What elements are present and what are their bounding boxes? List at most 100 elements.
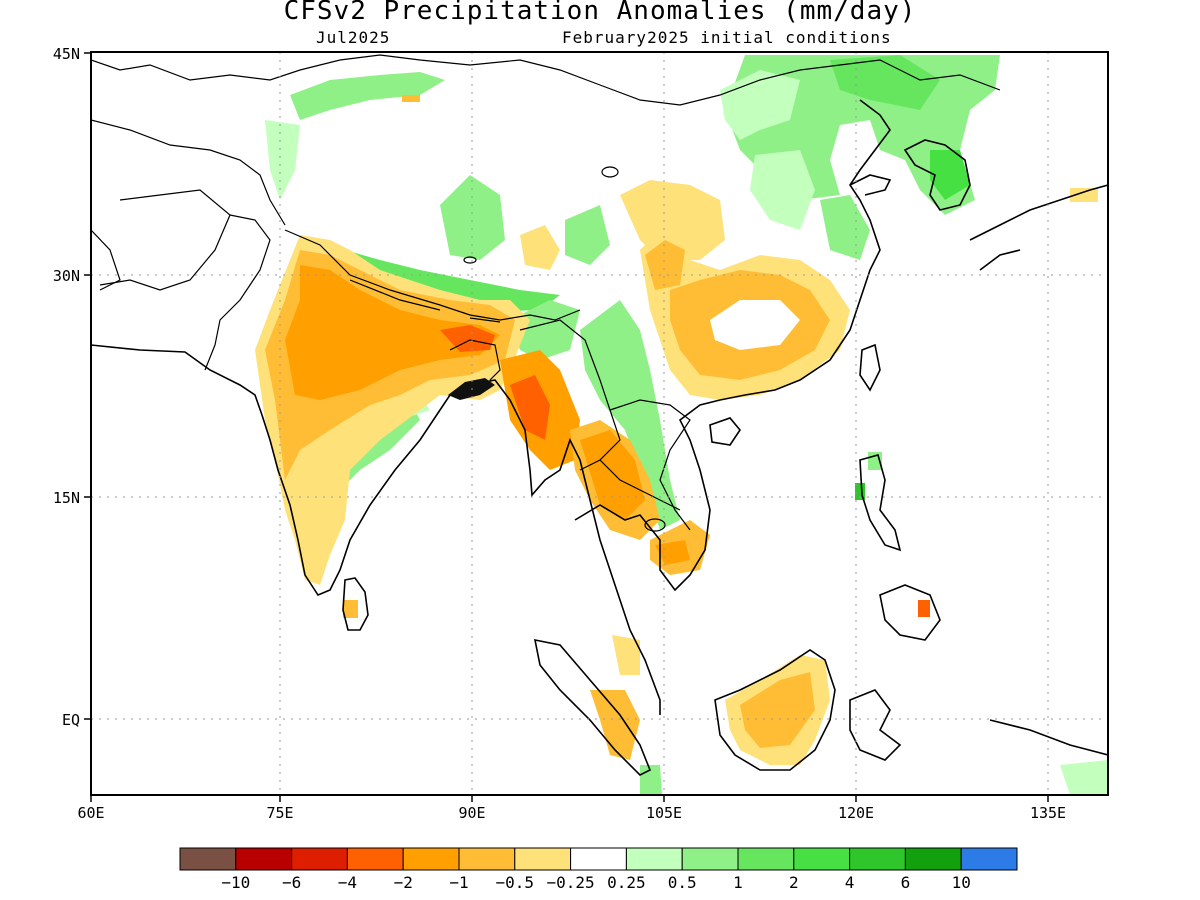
coast-luzon bbox=[859, 454, 902, 552]
dry-mindanao bbox=[918, 600, 930, 617]
border-thailand-cambodia bbox=[599, 459, 681, 511]
border-bangladesh bbox=[449, 339, 501, 381]
coastlines bbox=[91, 99, 1108, 776]
initial-conditions: February2025 initial conditions bbox=[562, 28, 892, 47]
colorbar-swatch bbox=[291, 847, 348, 871]
dry-sichuan-core bbox=[645, 240, 685, 290]
dry-tibet-east bbox=[520, 225, 560, 270]
coast-sri-lanka bbox=[342, 577, 369, 631]
colorbar-label: −4 bbox=[338, 873, 357, 892]
border-afghanistan bbox=[99, 189, 231, 291]
dry-xinjiang-small bbox=[402, 95, 420, 102]
dry-japan bbox=[1070, 188, 1098, 202]
dry-sichuan bbox=[620, 180, 725, 260]
wet-xinjiang bbox=[290, 72, 445, 120]
dry-bengal bbox=[440, 325, 495, 352]
lon-label: 90E bbox=[458, 804, 485, 822]
colorbar-label: 10 bbox=[952, 873, 971, 892]
dry-myanmar-core bbox=[510, 375, 550, 440]
longitude-labels: 60E 75E 90E 105E 120E 135E bbox=[77, 804, 1066, 822]
wet-manchuria bbox=[830, 55, 940, 110]
wet-east-china-coast bbox=[820, 195, 870, 260]
axis-ticks bbox=[84, 52, 1049, 802]
lat-label: 45N bbox=[53, 45, 80, 63]
wet-hubei bbox=[750, 150, 815, 230]
map-frame bbox=[90, 51, 1109, 796]
colorbar-swatch bbox=[346, 847, 404, 871]
wet-tibet-center bbox=[565, 205, 610, 265]
border-central-asia bbox=[91, 119, 286, 226]
neutral-south-china-pocket bbox=[710, 300, 800, 350]
colorbar-swatch bbox=[904, 847, 962, 871]
colorbar-label: −0.25 bbox=[547, 873, 595, 892]
coast-sumatra bbox=[533, 638, 652, 776]
wet-new-guinea bbox=[1060, 760, 1108, 795]
lon-label: 135E bbox=[1030, 804, 1066, 822]
colorbar-swatch bbox=[402, 847, 460, 871]
coast-sulawesi bbox=[849, 689, 902, 761]
coast-hainan bbox=[709, 417, 741, 446]
lat-label: 15N bbox=[53, 489, 80, 507]
coast-shandong bbox=[849, 174, 892, 196]
map-title: CFSv2 Precipitation Anomalies (mm/day) bbox=[283, 0, 917, 26]
colorbar-label: −2 bbox=[394, 873, 413, 892]
colorbar-label: −1 bbox=[449, 873, 468, 892]
coast-japan bbox=[969, 184, 1108, 271]
lon-label: 60E bbox=[77, 804, 104, 822]
border-pakistan-india bbox=[204, 214, 271, 371]
coast-korea bbox=[903, 139, 971, 211]
dry-sumatra bbox=[590, 690, 640, 760]
colorbar-swatch bbox=[458, 847, 516, 871]
dry-borneo bbox=[740, 672, 815, 748]
colorbar: −10 −6 −4 −2 −1 −0.5 −0.25 0.25 0.5 1 2 4 6 10 bbox=[179, 847, 1018, 892]
colorbar-label: 1 bbox=[733, 873, 743, 892]
colorbar-label: −0.5 bbox=[496, 873, 535, 892]
lon-label: 120E bbox=[838, 804, 874, 822]
colorbar-swatch bbox=[681, 847, 739, 871]
colorbar-label: 2 bbox=[789, 873, 799, 892]
colorbar-swatch bbox=[625, 847, 683, 871]
border-laos-vietnam bbox=[609, 399, 691, 531]
lat-label: EQ bbox=[62, 711, 80, 729]
gridlines bbox=[91, 52, 1108, 795]
colorbar-label: −10 bbox=[221, 873, 250, 892]
coast-taiwan bbox=[859, 343, 881, 392]
colorbar-label: 0.25 bbox=[607, 873, 646, 892]
dry-malaya bbox=[612, 635, 640, 675]
coast-mindanao bbox=[879, 584, 941, 641]
colorbar-swatch bbox=[793, 847, 851, 871]
wet-sumatra-south bbox=[640, 765, 662, 795]
border-himalaya bbox=[284, 229, 581, 321]
border-nepal-bhutan bbox=[349, 279, 501, 323]
colorbar-swatch bbox=[514, 847, 572, 871]
colorbar-swatch bbox=[570, 847, 627, 871]
country-borders bbox=[91, 54, 1001, 531]
colorbar-label: −6 bbox=[282, 873, 301, 892]
colorbar-swatch bbox=[235, 847, 293, 871]
lat-label: 30N bbox=[53, 267, 80, 285]
wet-indochina bbox=[580, 300, 680, 530]
colorbar-label: 4 bbox=[845, 873, 855, 892]
dry-north-india bbox=[285, 265, 500, 400]
dry-cambodia bbox=[655, 540, 690, 565]
colorbar-swatch bbox=[849, 847, 906, 871]
dry-sri-lanka bbox=[343, 600, 358, 618]
latitude-labels: 45N 30N 15N EQ bbox=[53, 45, 80, 729]
coast-south-asia bbox=[91, 344, 661, 715]
wet-central-asia bbox=[265, 120, 300, 200]
border-iran bbox=[91, 229, 121, 291]
lon-label: 75E bbox=[266, 804, 293, 822]
lon-label: 105E bbox=[646, 804, 682, 822]
wet-korea-core bbox=[930, 150, 970, 200]
border-myanmar bbox=[519, 319, 621, 471]
lakes bbox=[463, 166, 666, 532]
coast-new-guinea bbox=[989, 719, 1108, 756]
border-china-north bbox=[91, 54, 1001, 106]
coast-borneo bbox=[714, 649, 836, 771]
anomaly-fields bbox=[255, 55, 1108, 795]
colorbar-label: 0.5 bbox=[668, 873, 697, 892]
target-month: Jul2025 bbox=[316, 28, 391, 47]
colorbar-label: 6 bbox=[901, 873, 911, 892]
colorbar-swatch bbox=[179, 847, 237, 871]
